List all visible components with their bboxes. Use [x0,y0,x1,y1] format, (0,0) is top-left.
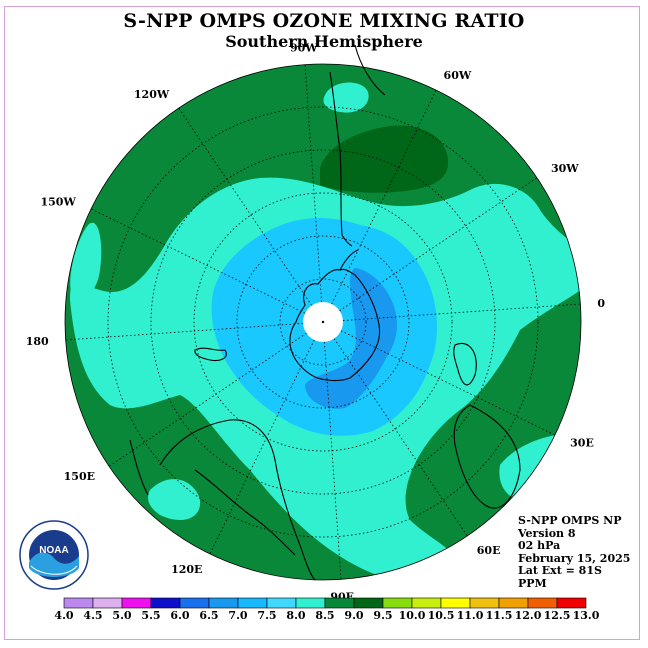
longitude-label: 120E [171,563,202,576]
graticule [65,64,581,580]
colorbar-tick-label: 12.0 [515,609,542,622]
colorbar-cell [324,597,355,609]
colorbar-cell [382,597,413,609]
colorbar-tick-label: 11.0 [457,609,484,622]
south-pole-marker [321,320,325,324]
info-units: PPM [518,576,547,590]
longitude-label: 60W [444,69,472,82]
logo-text: NOAA [39,545,68,556]
longitude-label: 150E [64,470,95,483]
region-8.5-9.0 [320,125,449,193]
info-version: Version 8 [518,526,576,540]
colorbar-cell [469,597,500,609]
longitude-label: 0 [597,297,605,310]
info-date: February 15, 2025 [518,551,631,565]
figure-frame [4,6,640,640]
colorbar-cell [63,597,94,609]
longitude-label: 120W [134,88,170,101]
colorbar-tick-label: 7.5 [257,609,276,622]
colorbar-tick-label: 12.5 [544,609,571,622]
map-title: S-NPP OMPS OZONE MIXING RATIO [123,10,525,32]
info-lat-ext: Lat Ext = 81S [518,564,602,578]
colorbar-cell [121,597,152,609]
colorbar-cell [150,597,181,609]
colorbar-tick-label: 10.5 [428,609,455,622]
colorbar-tick-label: 11.5 [486,609,513,622]
region-7.5-8.0-patch-d [148,479,201,520]
info-block: S-NPP OMPS NP Version 8 02 hPa February … [518,514,631,591]
colorbar-tick-label: 9.0 [344,609,363,622]
longitude-label: 30W [551,162,579,175]
colorbar-cell [179,597,210,609]
colorbar-cell [295,597,326,609]
colorbar-cell [411,597,442,609]
colorbar-tick-label: 9.5 [373,609,392,622]
longitude-label: 150W [41,195,77,208]
colorbar-cell [556,597,587,609]
colorbar-cell [266,597,297,609]
region-7.5-8.0-patch-b [70,222,102,299]
map-subtitle: Southern Hemisphere [225,32,423,51]
colorbar-tick-label: 13.0 [573,609,600,622]
info-level: 02 hPa [518,539,561,553]
region-6.5-7.0 [305,268,397,409]
colorbar-tick-label: 7.0 [228,609,247,622]
longitude-label: 90W [290,42,318,55]
longitude-label: 30E [570,437,594,450]
longitude-label: 180 [26,335,49,348]
colorbar-tick-label: 5.5 [141,609,160,622]
map-border [64,63,582,581]
colorbar-tick-label: 10.0 [399,609,426,622]
colorbar-cell [208,597,239,609]
colorbar: 4.0 4.5 5.0 5.5 6.0 6.5 7.0 7.5 8.0 8.5 9.0 9.5 10.0… [54,597,600,622]
coastlines [129,44,521,581]
colorbar-cell [498,597,529,609]
colorbar-tick-label: 6.0 [170,609,189,622]
colorbar-cell [440,597,471,609]
colorbar-cell [92,597,123,609]
colorbar-tick-label: 5.0 [112,609,131,622]
colorbar-tick-label: 6.5 [199,609,218,622]
info-product: S-NPP OMPS NP [518,514,622,527]
colorbar-cell [353,597,384,609]
longitude-label: 60E [477,544,501,557]
colorbar-tick-label: 4.5 [83,609,102,622]
colorbar-tick-label: 4.0 [54,609,73,622]
colorbar-cell [237,597,268,609]
colorbar-tick-label: 8.0 [286,609,305,622]
colorbar-cell [527,597,558,609]
colorbar-tick-label: 8.5 [315,609,334,622]
noaa-logo: NOAA [19,520,89,590]
